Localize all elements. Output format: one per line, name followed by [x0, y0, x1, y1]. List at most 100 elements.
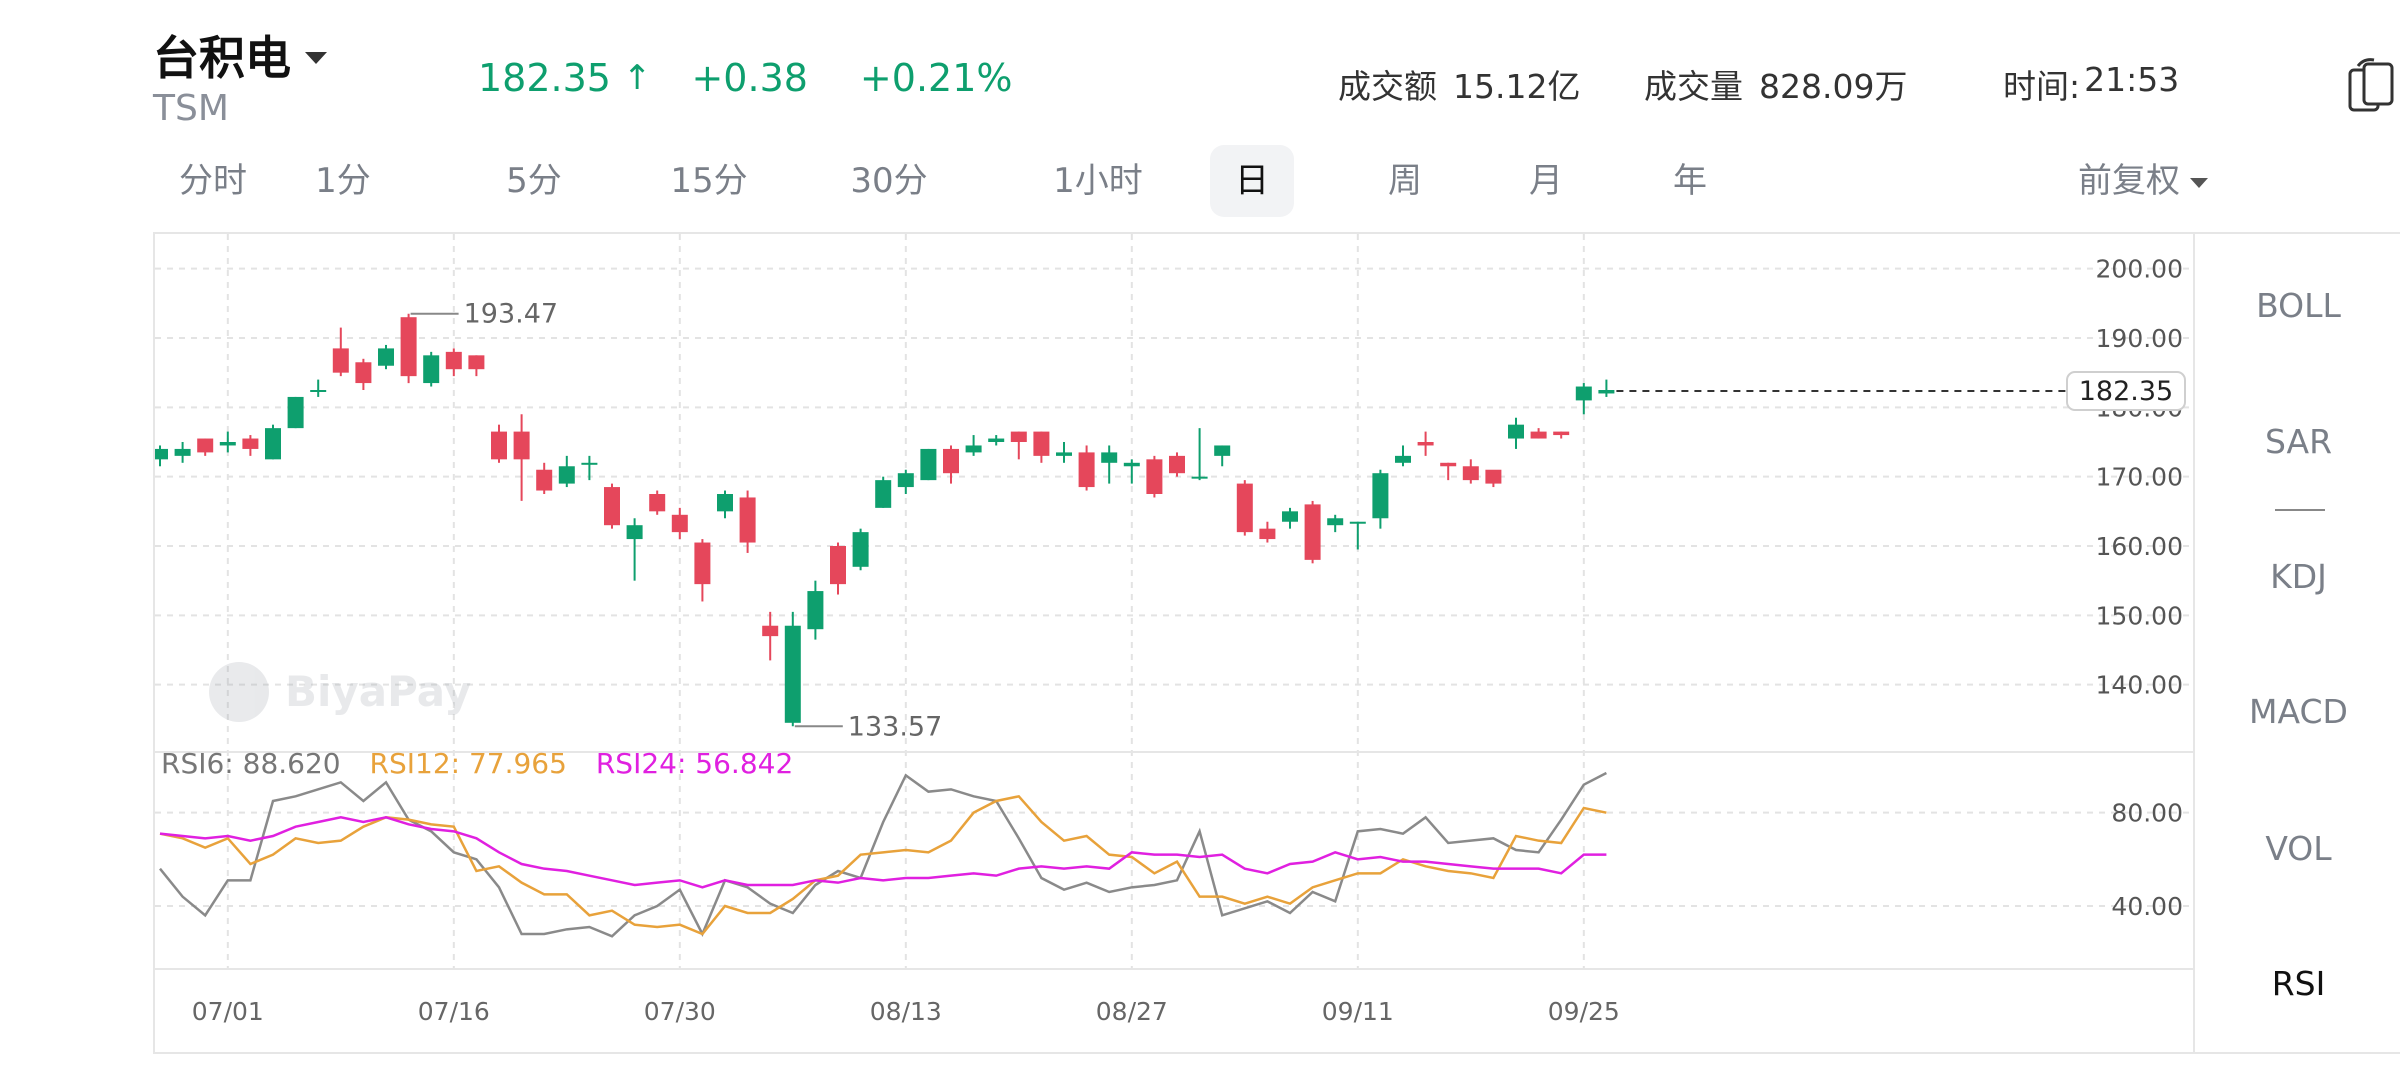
price-tick-label: 140.00: [2096, 671, 2183, 700]
indicator-sar[interactable]: SAR: [2264, 422, 2333, 461]
tab-week[interactable]: 周: [1388, 161, 1422, 201]
candle: [468, 355, 485, 377]
candle: [1078, 445, 1095, 491]
high-price-label: 193.47: [464, 299, 558, 330]
candle: [1304, 500, 1321, 564]
date-tick-label: 08/27: [1096, 997, 1168, 1026]
tab-15min[interactable]: 15分: [670, 161, 748, 201]
candle: [1508, 417, 1524, 449]
candle-body: [1259, 528, 1276, 540]
candle-body: [694, 542, 711, 585]
time-stat: 时间: 21:53: [2003, 60, 2179, 108]
tab-month[interactable]: 月: [1529, 161, 1563, 201]
volume-stat: 成交量 828.09万: [1644, 60, 1907, 108]
candle-body: [287, 396, 304, 429]
indicator-kdj[interactable]: KDJ: [2270, 557, 2327, 596]
candle: [1056, 442, 1072, 463]
candle: [1169, 452, 1185, 477]
candle-body: [1146, 459, 1163, 494]
candle-body: [1191, 476, 1208, 479]
candle: [762, 611, 779, 661]
candle-body: [445, 351, 462, 370]
candle-body: [152, 448, 168, 460]
candle: [739, 490, 756, 553]
candle: [1259, 521, 1276, 543]
candle: [310, 379, 327, 397]
candle-body: [988, 438, 1005, 442]
candle: [558, 455, 575, 488]
candle-body: [784, 625, 801, 723]
candle: [694, 539, 711, 602]
candle-body: [513, 431, 530, 460]
rsi-tick-label: 40.00: [2111, 892, 2183, 921]
candle: [1214, 445, 1231, 467]
candle: [1417, 431, 1434, 456]
candle-body: [265, 428, 281, 460]
candle: [423, 351, 440, 387]
last-price-label: 182.35: [2079, 376, 2173, 407]
indicator-rsi[interactable]: RSI: [2271, 964, 2326, 1003]
candle-body: [604, 487, 620, 526]
rsi12-line: [159, 794, 1607, 936]
tab-year[interactable]: 年: [1673, 161, 1707, 201]
indicator-sidebar: BOLL SAR KDJ MACD VOL RSI: [2193, 232, 2400, 1054]
watermark-logo-icon: [209, 662, 269, 722]
candle-body: [717, 494, 733, 512]
indicator-boll[interactable]: BOLL: [2256, 286, 2341, 325]
candle-body: [378, 348, 394, 366]
candle: [920, 448, 937, 481]
stock-title-selector[interactable]: 台积电: [153, 22, 327, 88]
chart-annotations: 193.47 133.57 182.35: [410, 299, 2186, 742]
candle-body: [1462, 466, 1479, 481]
candle: [988, 435, 1005, 446]
candle-body: [852, 532, 869, 567]
candle: [219, 431, 236, 453]
tab-1min[interactable]: 1分: [315, 161, 371, 201]
candle-body: [1169, 455, 1185, 474]
candle: [1575, 383, 1592, 415]
indicator-vol[interactable]: VOL: [2265, 829, 2332, 868]
volume-label: 成交量: [1644, 67, 1743, 106]
tab-5min[interactable]: 5分: [506, 161, 562, 201]
tab-30min[interactable]: 30分: [850, 161, 928, 201]
candle-body: [332, 348, 349, 373]
indicator-macd[interactable]: MACD: [2249, 692, 2348, 731]
candle-body: [943, 448, 959, 474]
candle: [965, 435, 982, 456]
price-tick-label: 170.00: [2096, 463, 2183, 492]
candle-body: [1508, 424, 1524, 439]
rotate-screen-icon[interactable]: [2348, 56, 2394, 112]
tab-1hour[interactable]: 1小时: [1053, 161, 1143, 201]
chart-panel[interactable]: BiyaPay 200.00190.00180.00170.00160.0015…: [152, 232, 2195, 1054]
candle: [875, 476, 892, 508]
kline-chart[interactable]: BiyaPay 200.00190.00180.00170.00160.0015…: [152, 234, 2195, 1052]
date-tick-label: 08/13: [870, 997, 942, 1026]
time-value: 21:53: [2084, 60, 2180, 99]
tab-day[interactable]: 日: [1210, 145, 1294, 217]
candle-body: [626, 525, 643, 540]
candle-body: [536, 469, 553, 491]
candle: [378, 344, 394, 370]
candle-body: [1395, 455, 1411, 463]
candle-body: [242, 438, 259, 449]
candle-body: [1123, 462, 1140, 467]
candle-body: [174, 448, 191, 456]
candle: [649, 490, 666, 515]
candle-body: [1598, 390, 1615, 394]
price-tick-label: 190.00: [2096, 324, 2183, 353]
candle: [1462, 459, 1479, 484]
candle: [1327, 514, 1344, 533]
rsi-axis: 80.00 40.00: [155, 799, 2195, 921]
candle: [152, 445, 168, 467]
last-price-tag: [2066, 371, 2186, 412]
stock-ticker: TSM: [153, 88, 229, 129]
candle-body: [197, 438, 214, 453]
tab-fenshi[interactable]: 分时: [179, 161, 247, 201]
price-adjust-selector[interactable]: 前复权: [2078, 145, 2208, 217]
candle-body: [1349, 521, 1366, 524]
stock-name: 台积电: [153, 31, 291, 85]
turnover-value: 15.12亿: [1453, 67, 1581, 106]
price-change-percent: +0.21%: [859, 56, 1013, 100]
candle: [197, 438, 214, 456]
rsi12-legend: RSI12: 77.965: [370, 747, 567, 780]
